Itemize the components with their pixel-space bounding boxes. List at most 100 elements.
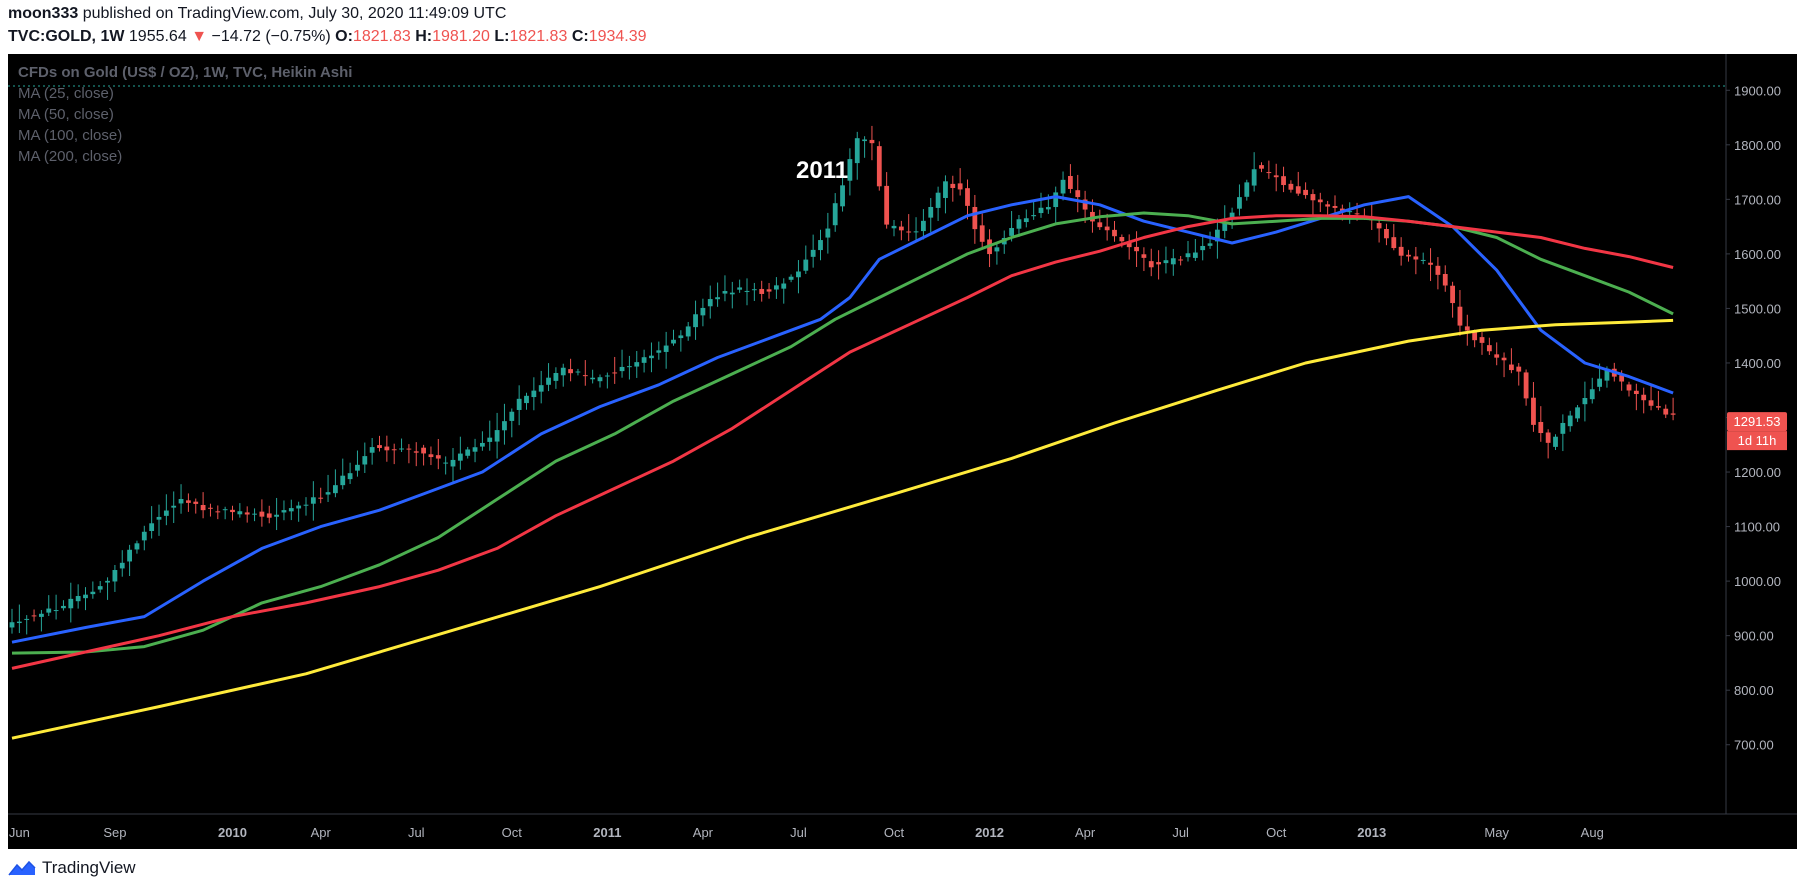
candle-body — [685, 326, 691, 337]
candle-body — [303, 504, 309, 506]
candle-body — [340, 475, 346, 486]
candle-body — [693, 314, 698, 328]
candle-body — [803, 259, 809, 271]
candle-body — [1148, 261, 1154, 268]
candle-body — [97, 586, 103, 590]
candle-body — [788, 276, 794, 280]
candle-body — [906, 231, 912, 233]
candle-body — [656, 350, 662, 353]
legend-ma25[interactable]: MA (25, close) — [18, 85, 114, 102]
tradingview-branding[interactable]: TradingView — [8, 858, 136, 878]
candle-body — [781, 283, 787, 289]
candle-body — [825, 228, 831, 238]
candle-body — [450, 459, 456, 467]
candle-body — [384, 446, 390, 451]
candle-body — [766, 289, 772, 292]
legend-ma50[interactable]: MA (50, close) — [18, 106, 114, 123]
candle-body — [1376, 223, 1382, 229]
candle-body — [1428, 262, 1433, 265]
candle-body — [39, 613, 44, 617]
candle-body — [1545, 432, 1551, 443]
low-value: 1821.83 — [509, 28, 568, 45]
candle-body — [737, 287, 743, 290]
candle-body — [840, 185, 845, 207]
moving-averages-layer — [11, 195, 1674, 740]
candle-body — [1626, 384, 1632, 391]
author-name[interactable]: moon333 — [8, 5, 79, 22]
tradingview-brand: TradingView — [42, 858, 136, 877]
candle-body — [744, 290, 750, 292]
candle-body — [377, 445, 382, 448]
candle-body — [1156, 262, 1161, 265]
candle-body — [663, 345, 669, 352]
chart-background — [8, 54, 1797, 849]
candle-body — [171, 505, 177, 508]
candle-body — [884, 185, 890, 225]
candle-body — [641, 357, 647, 363]
candle-body — [281, 510, 287, 513]
candle-body — [325, 492, 331, 495]
price-tick-label: 1900.00 — [1734, 83, 1781, 98]
publish-info: moon333 published on TradingView.com, Ju… — [8, 5, 506, 23]
candle-body — [1251, 169, 1257, 186]
candle-body — [362, 456, 368, 465]
candle-body — [237, 511, 243, 515]
price-tick-label: 900.00 — [1734, 629, 1774, 644]
time-tick-label: Oct — [884, 825, 905, 840]
candle-body — [854, 138, 860, 164]
candle-body — [1303, 189, 1308, 196]
current-price-box — [1727, 412, 1787, 432]
candle-body — [1207, 243, 1213, 246]
candle-body — [546, 377, 551, 385]
candle-body — [862, 139, 867, 142]
candle-body — [1560, 422, 1566, 434]
ma-line — [11, 318, 1674, 740]
candle-body — [480, 442, 485, 447]
candle-body — [24, 618, 30, 620]
candle-body — [1141, 254, 1147, 258]
candle-body — [1604, 368, 1610, 381]
candle-body — [90, 591, 96, 595]
candle-body — [1597, 378, 1602, 387]
candle-body — [318, 497, 324, 499]
legend-ma100[interactable]: MA (100, close) — [18, 127, 122, 144]
candle-body — [1420, 259, 1426, 261]
candle-body — [796, 271, 801, 278]
last-price: 1955.64 — [128, 28, 187, 45]
close-value: 1934.39 — [588, 28, 647, 45]
candle-body — [119, 562, 125, 569]
candle-body — [1641, 394, 1647, 401]
candle-body — [369, 447, 375, 453]
candle-body — [979, 225, 985, 242]
candle-body — [1178, 259, 1184, 261]
time-axis[interactable] — [8, 814, 1797, 849]
candle-body — [509, 411, 515, 421]
candle-body — [729, 292, 735, 295]
candle-body — [847, 159, 853, 181]
candle-body — [1575, 407, 1580, 419]
candle-body — [715, 297, 720, 300]
candle-body — [288, 508, 294, 512]
legend-title[interactable]: CFDs on Gold (US$ / OZ), 1W, TVC, Heikin… — [18, 64, 352, 81]
candle-body — [1450, 285, 1455, 304]
candle-body — [156, 516, 162, 520]
tradingview-logo-icon — [8, 860, 36, 876]
ma-line — [11, 195, 1674, 644]
candle-body — [200, 505, 206, 511]
candle-body — [1237, 197, 1242, 209]
candle-body — [163, 510, 169, 516]
candle-body — [759, 288, 765, 294]
candle-body — [274, 514, 279, 517]
open-label: O: — [335, 28, 353, 45]
candle-body — [186, 500, 191, 503]
legend-ma200[interactable]: MA (200, close) — [18, 148, 122, 165]
symbol-name[interactable]: TVC:GOLD, 1W — [8, 28, 125, 45]
time-axis-ticks: Jun Sep 2010 Apr Jul Oct 2011 Apr Jul Oct 2012 Apr J… — [9, 825, 1604, 840]
candle-body — [560, 367, 566, 376]
price-chart[interactable]: 700.00 800.00 900.00 1000.00 1100.00 1200.00 1… — [8, 54, 1797, 849]
candle-body — [994, 247, 1000, 252]
candle-body — [1656, 406, 1661, 408]
candle-body — [1531, 397, 1536, 425]
candle-body — [134, 543, 140, 550]
candle-body — [1038, 207, 1044, 214]
